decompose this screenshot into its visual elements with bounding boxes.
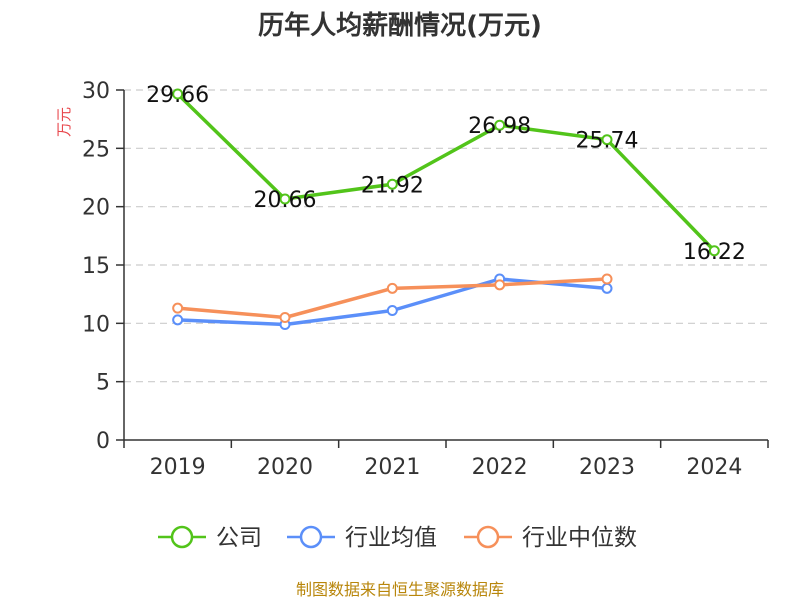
y-tick-label: 0 bbox=[96, 429, 110, 454]
x-tick-label: 2021 bbox=[364, 455, 420, 480]
data-label: 21.92 bbox=[361, 173, 424, 198]
data-label: 20.66 bbox=[254, 188, 317, 213]
data-point bbox=[279, 312, 291, 323]
series-lines bbox=[172, 88, 720, 330]
series-1 bbox=[172, 88, 720, 257]
data-point bbox=[601, 273, 613, 285]
data-label: 25.74 bbox=[576, 129, 639, 154]
y-tick-label: 10 bbox=[82, 312, 110, 337]
data-label: 16.22 bbox=[683, 240, 746, 265]
axes: 0 5 10 15 20 25 30 2019 2020 2021 2022 2023 2024 bbox=[82, 79, 769, 480]
series-3 bbox=[172, 273, 613, 323]
x-tick-label: 2020 bbox=[257, 455, 313, 480]
x-tick-label: 2019 bbox=[150, 455, 206, 480]
legend-label: 公司 bbox=[216, 525, 262, 551]
y-axis-label: 万元 bbox=[55, 107, 73, 137]
data-label: 26.98 bbox=[468, 114, 531, 139]
legend-label: 行业均值 bbox=[345, 525, 437, 551]
y-tick-label: 5 bbox=[96, 371, 110, 396]
legend-item[interactable]: 行业中位数 bbox=[464, 525, 637, 551]
data-point bbox=[172, 314, 184, 326]
legend-item[interactable]: 行业均值 bbox=[287, 525, 437, 551]
chart-title: 历年人均薪酬情况(万元) bbox=[258, 10, 542, 41]
data-labels: 29.66 20.66 21.92 26.98 25.74 16.22 bbox=[146, 83, 746, 265]
data-point bbox=[279, 193, 291, 205]
data-label: 29.66 bbox=[146, 83, 209, 108]
data-point bbox=[386, 178, 398, 190]
data-point bbox=[601, 134, 613, 146]
data-point bbox=[708, 245, 720, 257]
data-point bbox=[386, 282, 398, 294]
x-tick-label: 2023 bbox=[579, 455, 635, 480]
data-point bbox=[601, 282, 613, 294]
legend[interactable]: 公司 行业均值 行业中位数 bbox=[158, 525, 637, 551]
source-note: 制图数据来自恒生聚源数据库 bbox=[296, 580, 504, 599]
legend-marker-icon bbox=[170, 525, 194, 549]
legend-marker-icon bbox=[476, 525, 500, 549]
data-point bbox=[172, 88, 184, 100]
data-point bbox=[494, 119, 506, 131]
y-tick-label: 30 bbox=[82, 79, 110, 104]
legend-label: 行业中位数 bbox=[522, 525, 637, 551]
legend-marker-icon bbox=[299, 525, 323, 549]
series-line bbox=[176, 92, 716, 252]
legend-item[interactable]: 公司 bbox=[158, 525, 262, 551]
data-point bbox=[386, 305, 398, 316]
data-point bbox=[494, 279, 506, 291]
y-tick-label: 25 bbox=[82, 137, 110, 162]
y-tick-label: 20 bbox=[82, 196, 110, 221]
data-point bbox=[172, 302, 184, 314]
x-tick-label: 2024 bbox=[686, 455, 742, 480]
x-tick-label: 2022 bbox=[472, 455, 528, 480]
y-tick-label: 15 bbox=[82, 254, 110, 279]
